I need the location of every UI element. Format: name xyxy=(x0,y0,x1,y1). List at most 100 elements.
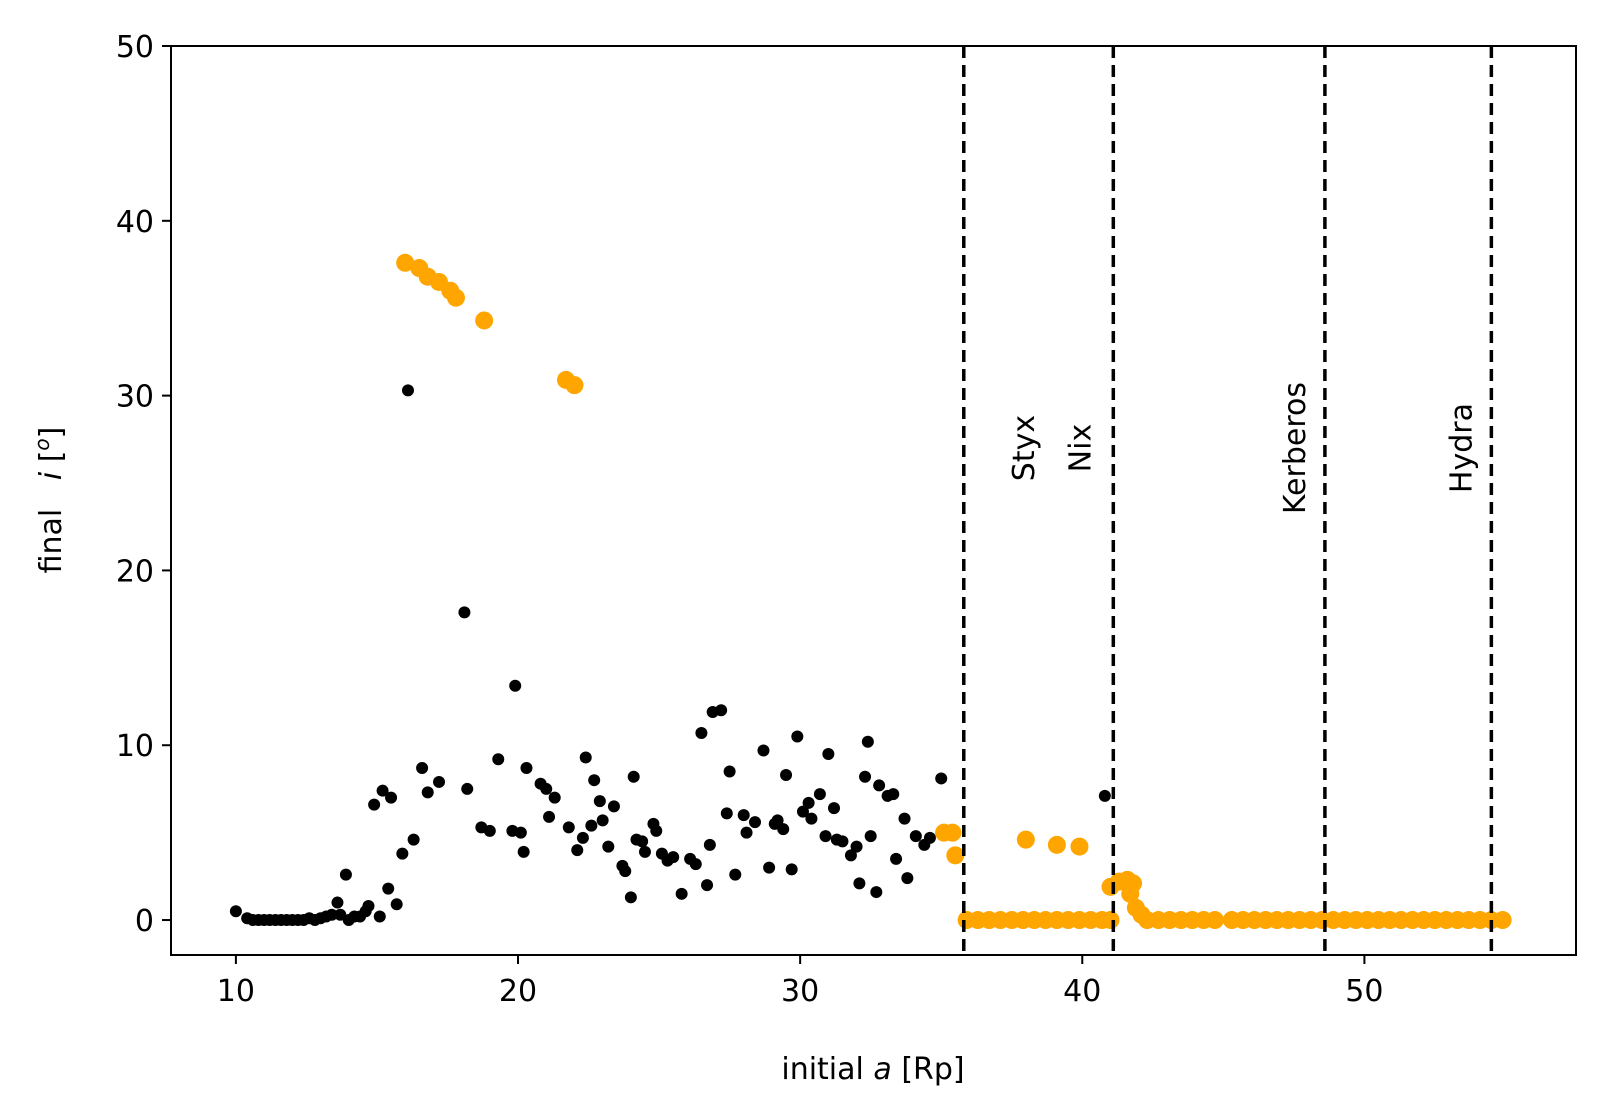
orange-data-point xyxy=(1101,911,1120,930)
black-points-series xyxy=(229,384,1111,927)
black-data-point xyxy=(819,830,832,843)
orange-points-series xyxy=(396,253,1512,930)
black-data-point xyxy=(624,891,637,904)
black-data-point xyxy=(588,774,601,787)
orange-data-point xyxy=(446,288,465,307)
black-data-point xyxy=(935,772,948,785)
orange-data-point xyxy=(1205,911,1224,930)
orange-data-point xyxy=(396,253,415,272)
black-data-point xyxy=(859,770,872,783)
orange-data-point xyxy=(1493,911,1512,930)
y-tick-label: 50 xyxy=(116,30,154,65)
black-data-point xyxy=(433,775,446,788)
black-data-point xyxy=(909,830,922,843)
black-data-point xyxy=(890,852,903,865)
x-tick-label: 40 xyxy=(1063,974,1101,1009)
orange-data-point xyxy=(565,376,584,395)
black-data-point xyxy=(401,384,414,397)
black-data-point xyxy=(777,823,790,836)
black-data-point xyxy=(740,826,753,839)
black-data-point xyxy=(749,816,762,829)
orange-data-point xyxy=(1047,835,1066,854)
x-axis-ticks: 10 20 30 40 50 xyxy=(217,955,1383,1009)
black-data-point xyxy=(836,835,849,848)
black-data-point xyxy=(385,791,398,804)
moon-orbit-lines: Styx Nix Kerberos Hydra xyxy=(962,46,1494,955)
black-data-point xyxy=(458,606,471,619)
black-data-point xyxy=(509,679,522,692)
black-data-point xyxy=(540,782,553,795)
black-data-point xyxy=(701,879,714,892)
black-data-point xyxy=(607,800,620,813)
black-data-point xyxy=(492,753,505,766)
black-data-point xyxy=(461,782,474,795)
black-data-point xyxy=(729,868,742,881)
black-data-point xyxy=(861,735,874,748)
orange-data-point xyxy=(1016,830,1035,849)
black-data-point xyxy=(376,784,389,797)
black-data-point xyxy=(638,845,651,858)
black-data-point xyxy=(667,851,680,864)
x-axis-label: initial a [Rp] xyxy=(781,1052,964,1087)
y-tick-label: 10 xyxy=(116,729,154,764)
black-data-point xyxy=(737,809,750,822)
black-data-point xyxy=(627,770,640,783)
black-data-point xyxy=(715,704,728,717)
black-data-point xyxy=(339,868,352,881)
black-data-point xyxy=(373,910,386,923)
black-data-point xyxy=(596,814,609,827)
black-data-point xyxy=(331,896,344,909)
black-data-point xyxy=(802,796,815,809)
black-data-point xyxy=(796,805,809,818)
black-data-point xyxy=(757,744,770,757)
black-data-point xyxy=(763,861,776,874)
black-data-point xyxy=(362,900,375,913)
black-data-point xyxy=(543,810,556,823)
black-data-point xyxy=(813,788,826,801)
black-data-point xyxy=(585,819,598,832)
x-tick-label: 30 xyxy=(781,974,819,1009)
black-data-point xyxy=(407,833,420,846)
moon-label: Kerberos xyxy=(1278,382,1313,514)
black-data-point xyxy=(771,814,784,827)
black-data-point xyxy=(923,831,936,844)
y-axis-label: final i [o] xyxy=(30,427,69,574)
black-data-point xyxy=(805,812,818,825)
black-data-point xyxy=(780,768,793,781)
black-data-point xyxy=(619,865,632,878)
black-data-point xyxy=(579,751,592,764)
black-data-point xyxy=(1098,789,1111,802)
black-data-point xyxy=(689,858,702,871)
black-data-point xyxy=(720,807,733,820)
black-data-point xyxy=(416,761,429,774)
black-data-point xyxy=(514,826,527,839)
black-data-point xyxy=(229,905,242,918)
plot-frame xyxy=(170,45,1577,956)
black-data-point xyxy=(368,798,381,811)
black-data-point xyxy=(517,845,530,858)
orange-data-point xyxy=(946,846,965,865)
black-data-point xyxy=(695,726,708,739)
black-data-point xyxy=(864,830,877,843)
black-data-point xyxy=(571,844,584,857)
black-data-point xyxy=(650,824,663,837)
orange-data-point xyxy=(1070,837,1089,856)
black-data-point xyxy=(675,887,688,900)
black-data-point xyxy=(520,761,533,774)
black-data-point xyxy=(785,863,798,876)
black-data-point xyxy=(562,821,575,834)
black-data-point xyxy=(602,840,615,853)
black-data-point xyxy=(703,838,716,851)
orange-data-point xyxy=(943,823,962,842)
black-data-point xyxy=(822,747,835,760)
y-axis-ticks: 0 10 20 30 40 50 xyxy=(116,30,171,939)
black-data-point xyxy=(396,847,409,860)
y-tick-label: 20 xyxy=(116,554,154,589)
black-data-point xyxy=(548,791,561,804)
black-data-point xyxy=(850,840,863,853)
black-data-point xyxy=(870,886,883,899)
orange-data-point xyxy=(1124,874,1143,893)
black-data-point xyxy=(791,730,804,743)
